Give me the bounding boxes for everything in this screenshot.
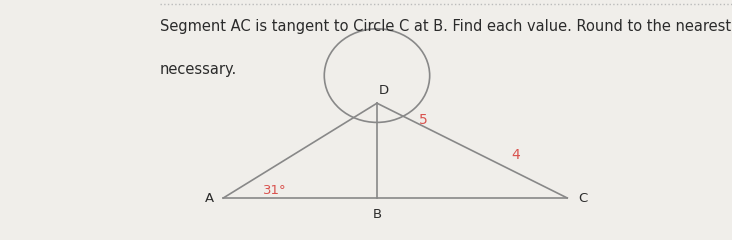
- Text: 31°: 31°: [263, 184, 286, 197]
- Text: 4: 4: [512, 148, 520, 162]
- Text: necessary.: necessary.: [160, 62, 237, 77]
- Text: A: A: [205, 192, 214, 204]
- Text: C: C: [578, 192, 588, 204]
- Text: 5: 5: [419, 113, 427, 127]
- Text: B: B: [373, 208, 381, 221]
- Text: Segment AC is tangent to Circle C at B. Find each value. Round to the nearest te: Segment AC is tangent to Circle C at B. …: [160, 19, 732, 34]
- Text: D: D: [379, 84, 389, 97]
